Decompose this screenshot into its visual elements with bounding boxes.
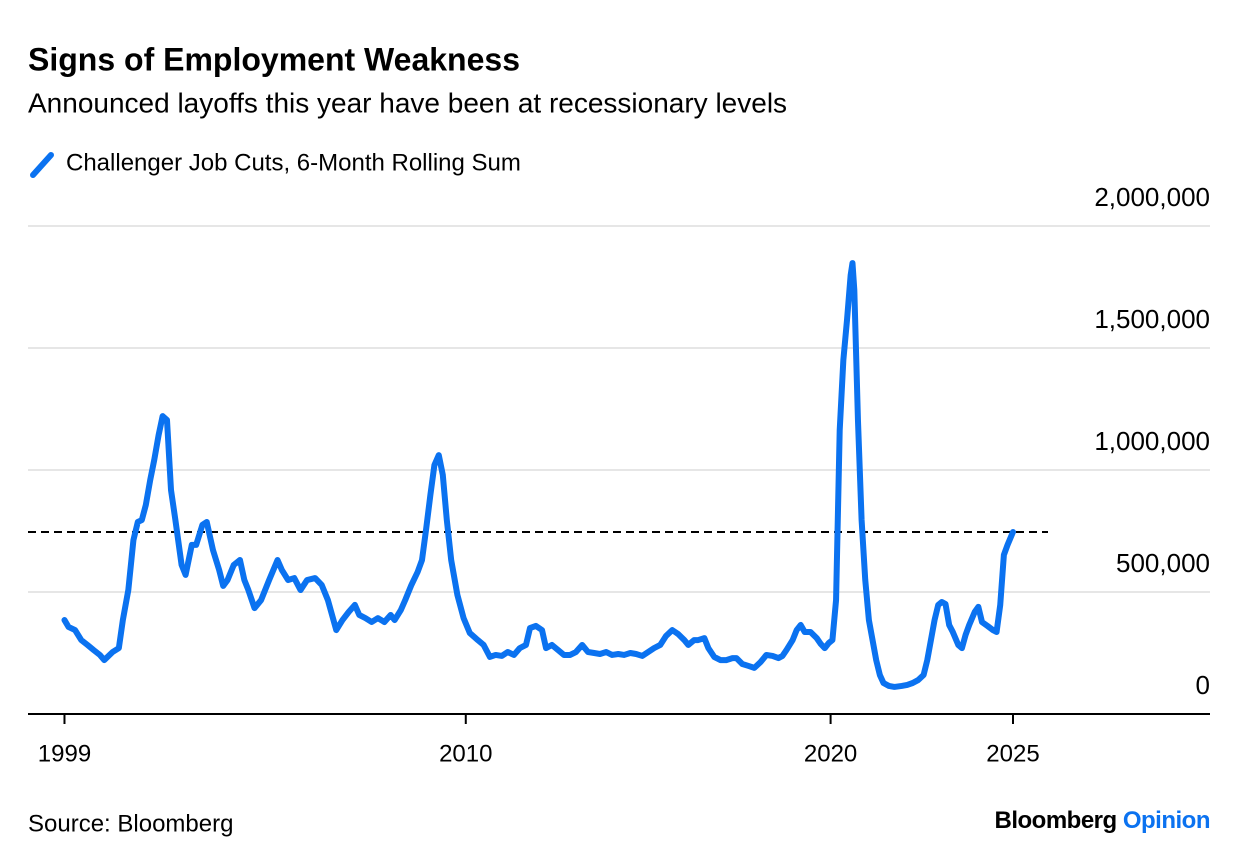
y-tick-label: 0 [1196,670,1210,700]
legend-swatch [30,152,54,178]
source: Source: Bloomberg [28,810,233,837]
x-tick-label: 2010 [439,740,492,767]
chart-title: Signs of Employment Weakness [28,41,520,77]
legend-label: Challenger Job Cuts, 6-Month Rolling Sum [66,149,521,176]
x-tick-label: 1999 [38,740,91,767]
y-tick-label: 500,000 [1116,548,1210,578]
y-tick-label: 1,500,000 [1094,304,1210,334]
x-tick-label: 2020 [804,740,857,767]
brand-section: Opinion [1123,807,1210,834]
brand-logo: Bloomberg Opinion [995,807,1211,834]
brand: Bloomberg [995,807,1117,834]
y-tick-label: 2,000,000 [1094,182,1210,212]
y-tick-label: 1,000,000 [1094,426,1210,456]
chart-subtitle: Announced layoffs this year have been at… [28,87,787,118]
x-tick-label: 2025 [986,740,1039,767]
data-line [61,260,1016,690]
